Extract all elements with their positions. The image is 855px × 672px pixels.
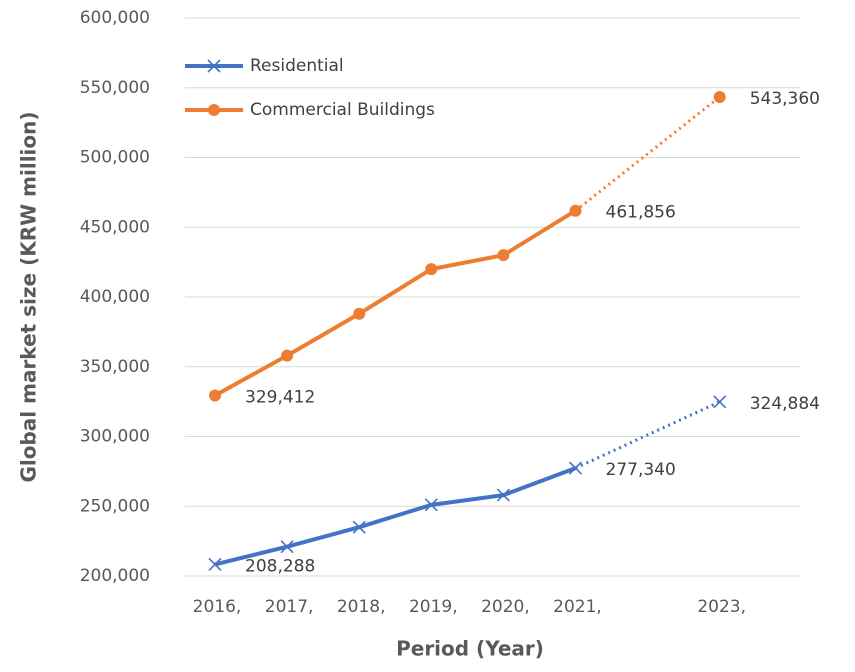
- projection-line: [574, 400, 721, 470]
- y-tick-label: 300,000: [80, 427, 150, 447]
- marker: [568, 461, 583, 475]
- marker: [208, 557, 222, 572]
- x-tick-label: 2016,: [193, 597, 242, 617]
- data-label: 277,340: [606, 460, 676, 480]
- data-label: 543,360: [750, 89, 820, 109]
- marker: [424, 498, 438, 512]
- x-axis-title: Period (Year): [396, 637, 544, 661]
- marker: [496, 488, 510, 502]
- marker: [353, 307, 366, 320]
- data-label: 324,884: [750, 394, 820, 414]
- x-tick-label: 2020,: [481, 597, 530, 617]
- marker: [713, 395, 727, 409]
- marker: [280, 540, 294, 554]
- y-tick-label: 550,000: [80, 78, 150, 98]
- y-tick-label: 200,000: [80, 566, 150, 586]
- y-axis-title: Global market size (KRW million): [17, 111, 41, 482]
- x-tick-label: 2017,: [265, 597, 314, 617]
- marker: [425, 263, 438, 276]
- y-tick-label: 600,000: [80, 8, 150, 28]
- data-label: 208,288: [245, 556, 315, 576]
- projection-line: [574, 95, 721, 212]
- x-tick-label: 2021,: [553, 597, 602, 617]
- y-tick-label: 500,000: [80, 148, 150, 168]
- legend-marker: [208, 104, 220, 116]
- marker: [713, 91, 726, 104]
- marker: [352, 520, 366, 534]
- series-line: [214, 209, 577, 398]
- x-tick-label: 2023,: [697, 597, 746, 617]
- data-label: 329,412: [245, 387, 315, 407]
- series-line: [214, 466, 577, 567]
- marker: [209, 389, 221, 402]
- data-label: 461,856: [606, 203, 676, 223]
- y-tick-label: 250,000: [80, 496, 150, 516]
- legend-label: Commercial Buildings: [250, 100, 435, 120]
- legend-label: Residential: [250, 56, 344, 76]
- marker: [569, 204, 582, 217]
- y-tick-label: 400,000: [80, 287, 150, 307]
- y-tick-label: 450,000: [80, 217, 150, 237]
- marker: [281, 349, 294, 362]
- x-tick-label: 2019,: [409, 597, 458, 617]
- y-tick-label: 350,000: [80, 357, 150, 377]
- x-tick-label: 2018,: [337, 597, 386, 617]
- legend-marker: [207, 59, 221, 73]
- marker: [497, 249, 510, 262]
